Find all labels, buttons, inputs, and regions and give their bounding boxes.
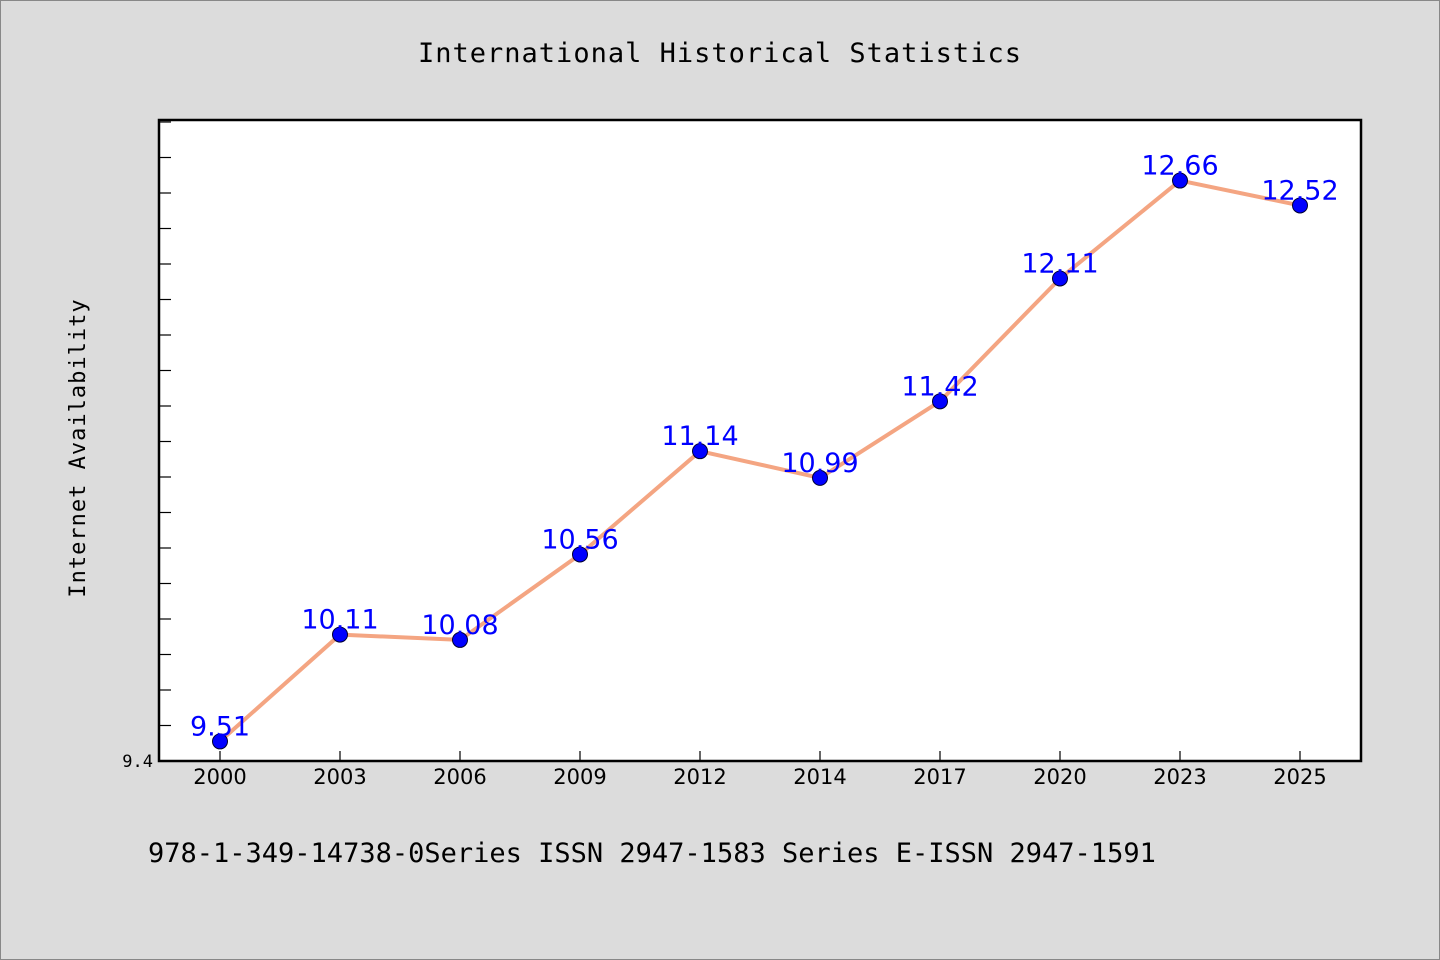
x-tick-label: 2025 (1273, 765, 1326, 789)
data-point (812, 469, 828, 486)
y-axis-labels: 9.4 (122, 752, 153, 772)
data-label: 10.11 (301, 605, 378, 636)
data-point (452, 631, 468, 648)
data-point (932, 393, 948, 410)
data-label: 10.08 (421, 610, 498, 641)
data-label: 11.42 (901, 371, 978, 402)
data-labels: 9.51 10.11 10.08 10.56 11.14 10.99 11.42 12.11 1… (190, 151, 1339, 743)
x-tick-label: 2023 (1153, 765, 1206, 789)
data-label: 12.52 (1261, 175, 1338, 206)
x-tick-label: 2017 (913, 765, 966, 789)
plot-frame (157, 118, 1363, 763)
plot-area (159, 120, 1361, 761)
y-axis-label: Internet Availability (66, 298, 91, 597)
x-tick-label: 2003 (313, 765, 366, 789)
data-point (1292, 197, 1308, 214)
series-line (218, 178, 1302, 744)
x-tick-label: 2020 (1033, 765, 1086, 789)
x-tick-label: 2012 (673, 765, 726, 789)
data-point (1172, 172, 1188, 189)
x-axis-ticks (219, 751, 1301, 761)
x-tick-label: 2000 (193, 765, 246, 789)
data-label: 10.56 (541, 524, 618, 555)
data-label: 11.14 (661, 421, 738, 452)
data-point (692, 443, 708, 460)
footer-text: 978-1-349-14738-0Series ISSN 2947-1583 S… (148, 838, 1156, 869)
chart-title: International Historical Statistics (418, 38, 1022, 69)
y-axis-ticks (159, 121, 171, 762)
data-point (1052, 270, 1068, 287)
data-label: 9.51 (190, 711, 250, 742)
data-point (212, 733, 228, 750)
data-label: 12.11 (1021, 248, 1098, 279)
x-tick-label: 2009 (553, 765, 606, 789)
y-tick-label: 9.4 (122, 752, 153, 772)
x-tick-label: 2014 (793, 765, 846, 789)
x-tick-label: 2006 (433, 765, 486, 789)
data-point (572, 546, 588, 563)
data-label: 12.66 (1141, 151, 1218, 182)
x-axis-labels: 2000 2003 2006 2009 2012 2014 2017 2020 2023 2025 (193, 765, 1326, 789)
data-point (332, 626, 348, 643)
data-markers (212, 172, 1308, 750)
data-label: 10.99 (781, 448, 858, 479)
